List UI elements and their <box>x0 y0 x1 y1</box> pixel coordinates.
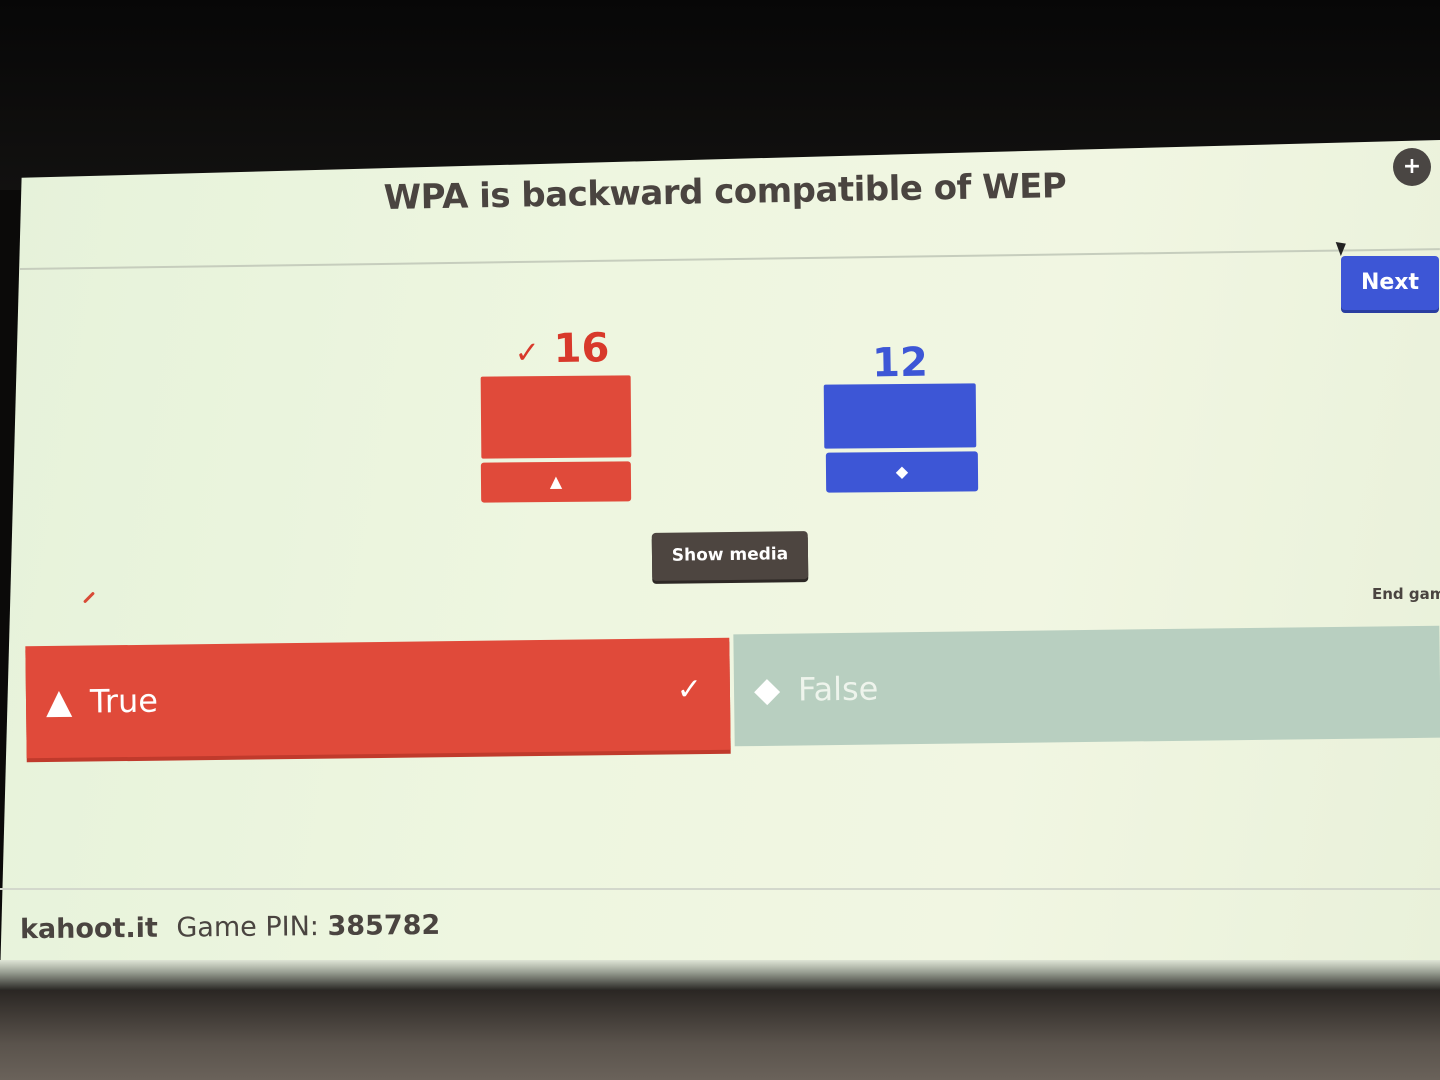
collapse-icon[interactable]: + <box>1393 148 1431 186</box>
result-base-false: ◆ <box>826 451 978 492</box>
end-game-button[interactable]: End gam <box>1372 585 1440 603</box>
pin-label: Game PIN: <box>176 911 319 943</box>
result-count-false: 12 <box>820 339 981 388</box>
next-button[interactable]: Next <box>1341 256 1439 310</box>
result-bar-false <box>824 383 977 448</box>
check-icon: ✓ <box>514 335 540 370</box>
show-media-button[interactable]: Show media <box>652 531 809 581</box>
diamond-icon: ◆ <box>896 462 908 481</box>
diamond-icon: ◆ <box>750 673 784 707</box>
brand-link: kahoot.it <box>20 913 158 945</box>
screen-bottom-edge <box>0 960 1440 990</box>
game-pin: 385782 <box>327 910 440 942</box>
triangle-icon: ▲ <box>550 472 562 491</box>
footer: kahoot.it Game PIN: 385782 <box>20 910 441 945</box>
answer-label: False <box>798 670 879 709</box>
triangle-icon: ▲ <box>42 685 76 719</box>
footer-divider <box>0 888 1440 890</box>
answer-false: ◆ False <box>733 626 1440 747</box>
answer-true: ▲ True ✓ <box>25 638 730 759</box>
room-floor <box>0 990 1440 1080</box>
result-bar-true <box>481 375 632 458</box>
check-icon: ✓ <box>677 672 703 707</box>
answer-label: True <box>90 682 158 721</box>
result-count-true: ✓ 16 <box>482 325 643 374</box>
result-base-true: ▲ <box>481 461 631 502</box>
